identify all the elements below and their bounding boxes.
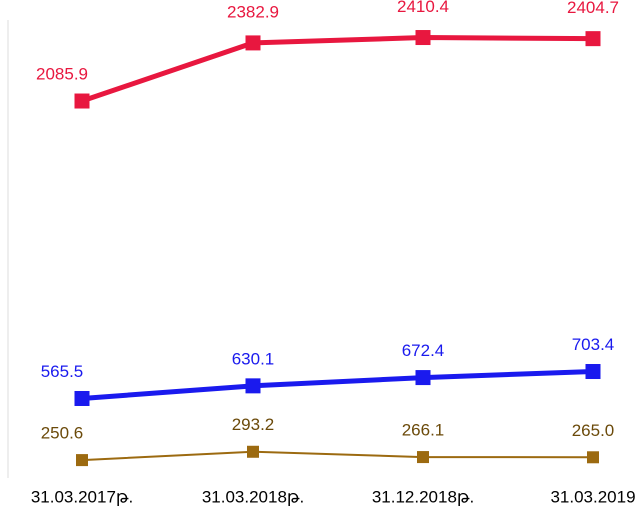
marker: [245, 378, 261, 394]
marker: [415, 370, 431, 386]
x-tick-label: 31.03.2018թ.: [202, 487, 304, 506]
data-label: 630.1: [232, 349, 275, 368]
x-tick-label: 31.03.2017թ.: [31, 487, 133, 506]
series-line: [81, 450, 594, 462]
marker: [415, 30, 431, 46]
x-tick-label: 31.03.2019: [550, 487, 635, 506]
marker: [585, 364, 601, 380]
marker: [587, 451, 599, 464]
data-label: 565.5: [41, 362, 84, 381]
marker: [76, 454, 88, 467]
data-label: 672.4: [402, 341, 445, 360]
series-line: [81, 35, 594, 104]
data-label: 250.6: [41, 424, 84, 443]
marker: [74, 93, 90, 109]
data-label: 2382.9: [227, 2, 279, 21]
data-label: 2410.4: [397, 0, 449, 16]
series-line: [81, 369, 594, 401]
data-label: 293.2: [232, 415, 275, 434]
data-label: 2085.9: [36, 65, 88, 84]
marker: [585, 31, 601, 47]
data-label: 703.4: [572, 335, 615, 354]
x-tick-label: 31.12.2018թ.: [372, 487, 474, 506]
data-label: 2404.7: [567, 0, 619, 17]
marker: [245, 35, 261, 51]
marker: [247, 445, 259, 458]
data-label: 266.1: [402, 421, 445, 440]
marker: [74, 390, 90, 406]
data-label: 265.0: [572, 421, 615, 440]
marker: [417, 451, 429, 464]
